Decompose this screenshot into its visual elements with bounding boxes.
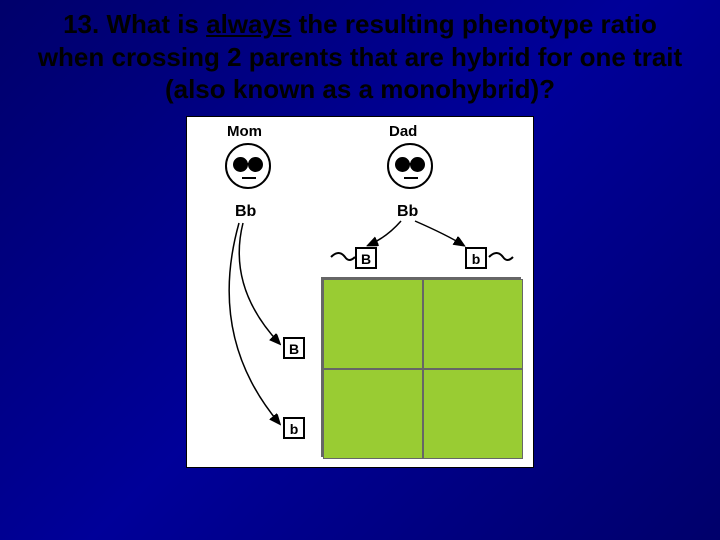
title-pre: 13. What is bbox=[63, 9, 206, 39]
egg-allele-b: b bbox=[283, 417, 305, 439]
punnett-square bbox=[321, 277, 521, 457]
punnett-cell-bl bbox=[323, 369, 423, 459]
punnett-cell-tl bbox=[323, 279, 423, 369]
egg-allele-B: B bbox=[283, 337, 305, 359]
slide-title: 13. What is always the resulting phenoty… bbox=[0, 0, 720, 110]
punnett-cell-tr bbox=[423, 279, 523, 369]
title-underlined: always bbox=[206, 9, 291, 39]
punnett-diagram: Mom Bb Dad Bb B b B b bbox=[186, 116, 534, 468]
punnett-cell-br bbox=[423, 369, 523, 459]
